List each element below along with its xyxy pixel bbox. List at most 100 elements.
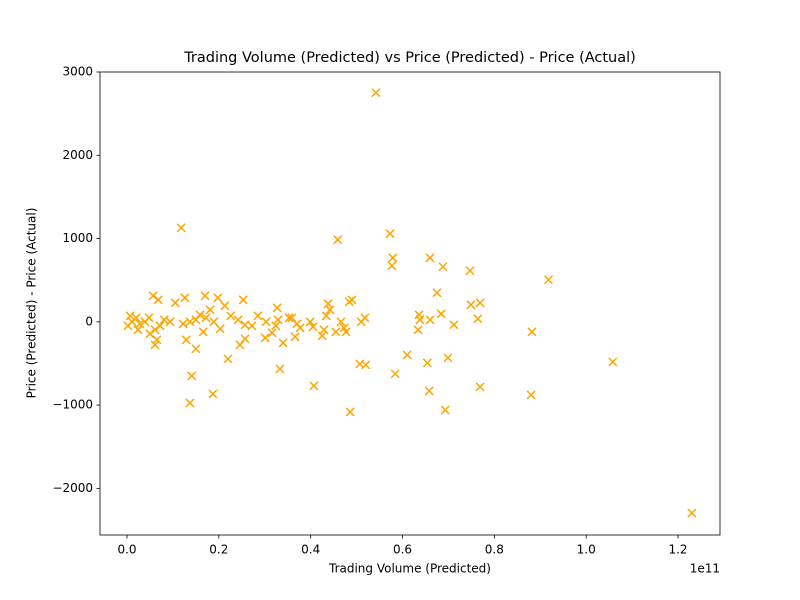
point bbox=[191, 344, 201, 354]
point bbox=[432, 288, 442, 298]
y-axis-label: Price (Predicted) - Price (Actual) bbox=[25, 208, 39, 399]
point bbox=[271, 321, 281, 331]
point bbox=[273, 315, 283, 325]
point bbox=[223, 354, 233, 364]
point bbox=[356, 317, 366, 327]
chart-title: Trading Volume (Predicted) vs Price (Pre… bbox=[183, 50, 636, 66]
point bbox=[140, 317, 150, 327]
point bbox=[125, 311, 135, 321]
point bbox=[278, 338, 288, 348]
point bbox=[425, 315, 435, 325]
point bbox=[152, 335, 162, 345]
point bbox=[191, 315, 201, 325]
point bbox=[275, 364, 285, 374]
point bbox=[341, 327, 351, 337]
x-tick-label: 0.4 bbox=[301, 543, 320, 557]
x-tick-label: 1.0 bbox=[577, 543, 596, 557]
point bbox=[308, 322, 318, 332]
point bbox=[325, 305, 335, 315]
point bbox=[413, 325, 423, 335]
point bbox=[347, 295, 357, 305]
point bbox=[526, 390, 536, 400]
point bbox=[473, 314, 483, 324]
point bbox=[215, 324, 225, 334]
point bbox=[208, 389, 218, 399]
x-tick-label: 0.0 bbox=[117, 543, 136, 557]
x-tick-label: 0.6 bbox=[393, 543, 412, 557]
point bbox=[475, 298, 485, 308]
point bbox=[361, 360, 371, 370]
point bbox=[323, 299, 333, 309]
point bbox=[205, 305, 215, 315]
point bbox=[440, 405, 450, 415]
x-tick-label: 0.8 bbox=[485, 543, 504, 557]
point bbox=[390, 369, 400, 379]
point bbox=[165, 317, 175, 327]
point bbox=[305, 317, 315, 327]
point bbox=[309, 381, 319, 391]
point bbox=[443, 353, 453, 363]
point bbox=[200, 291, 210, 301]
plot-frame bbox=[99, 71, 721, 536]
point bbox=[213, 293, 223, 303]
y-tick-label: −2000 bbox=[52, 481, 93, 495]
x-tick-label: 1.2 bbox=[668, 543, 687, 557]
point bbox=[198, 327, 208, 337]
point bbox=[253, 311, 263, 321]
point bbox=[449, 320, 459, 330]
point bbox=[527, 327, 537, 337]
x-axis-label: Trading Volume (Predicted) bbox=[328, 562, 491, 576]
point bbox=[284, 313, 294, 323]
point bbox=[687, 508, 697, 518]
point bbox=[402, 350, 412, 360]
point bbox=[181, 335, 191, 345]
point bbox=[336, 317, 346, 327]
x-offset-label: 1e11 bbox=[690, 562, 720, 576]
point bbox=[220, 301, 230, 311]
point bbox=[272, 303, 282, 313]
point bbox=[465, 266, 475, 276]
point bbox=[438, 262, 448, 272]
point bbox=[388, 253, 398, 263]
point bbox=[150, 340, 160, 350]
point bbox=[385, 229, 395, 239]
point bbox=[238, 295, 248, 305]
point bbox=[544, 275, 554, 285]
point bbox=[415, 315, 425, 325]
point bbox=[290, 332, 300, 342]
point bbox=[371, 88, 381, 98]
point bbox=[170, 298, 180, 308]
point bbox=[240, 320, 250, 330]
point bbox=[287, 313, 297, 323]
y-tick-label: −1000 bbox=[52, 398, 93, 412]
point bbox=[466, 300, 476, 310]
point bbox=[150, 325, 160, 335]
point bbox=[436, 309, 446, 319]
y-tick-label: 3000 bbox=[62, 65, 93, 79]
point bbox=[261, 317, 271, 327]
point bbox=[209, 317, 219, 327]
y-tick-label: 0 bbox=[85, 314, 93, 328]
point bbox=[201, 313, 211, 323]
point bbox=[424, 386, 434, 396]
point bbox=[387, 261, 397, 271]
point bbox=[425, 253, 435, 263]
point bbox=[333, 235, 343, 245]
point bbox=[235, 340, 245, 350]
point bbox=[422, 358, 432, 368]
y-tick-label: 1000 bbox=[62, 231, 93, 245]
point bbox=[178, 319, 188, 329]
point bbox=[321, 311, 331, 321]
point bbox=[180, 293, 190, 303]
point bbox=[267, 328, 277, 338]
point bbox=[608, 357, 618, 367]
point bbox=[233, 315, 243, 325]
point bbox=[475, 382, 485, 392]
point bbox=[135, 319, 145, 329]
point bbox=[226, 311, 236, 321]
y-tick-label: 2000 bbox=[62, 148, 93, 162]
point bbox=[133, 325, 143, 335]
point bbox=[123, 321, 133, 331]
point bbox=[187, 371, 197, 381]
